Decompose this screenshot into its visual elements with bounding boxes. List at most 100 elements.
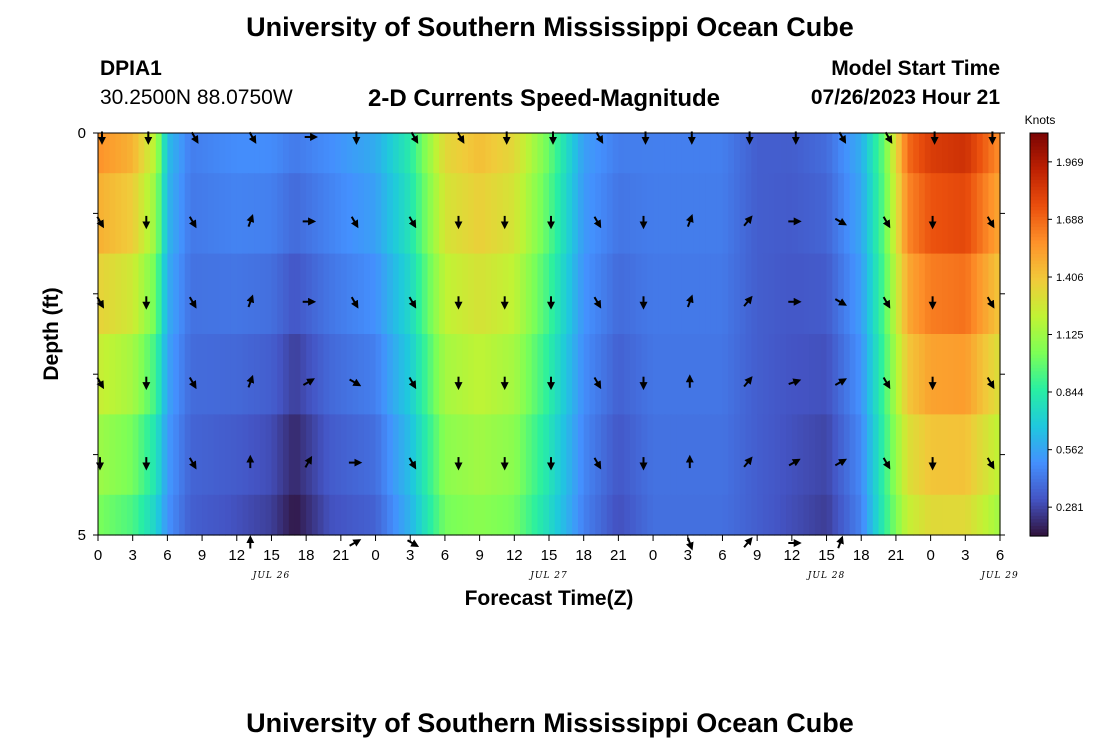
heat-cell	[543, 414, 550, 496]
heat-cell	[439, 173, 446, 255]
heat-cell	[404, 414, 411, 496]
heat-cell	[959, 133, 966, 174]
heat-cell	[363, 414, 371, 496]
heat-cell	[901, 253, 909, 335]
heat-cell	[155, 253, 163, 335]
heat-cell	[225, 414, 232, 496]
heat-cell	[624, 494, 631, 536]
heat-cell	[173, 494, 180, 536]
current-vector	[743, 376, 753, 388]
heat-cell	[601, 414, 608, 496]
heat-cell	[126, 253, 134, 335]
heat-cell	[658, 133, 666, 174]
heat-cell	[491, 133, 498, 174]
colorbar-segment	[1030, 287, 1048, 292]
heat-cell	[520, 334, 527, 415]
current-vector	[302, 378, 315, 386]
heat-cell	[132, 253, 140, 335]
heat-cell	[294, 414, 301, 496]
heat-cell	[884, 334, 891, 415]
heat-cell	[369, 334, 377, 415]
heat-cell	[734, 133, 741, 174]
heat-cell	[427, 173, 434, 255]
heat-cell	[537, 173, 544, 255]
heat-cell	[965, 414, 972, 496]
heat-cell	[427, 334, 434, 415]
heat-cell	[433, 334, 440, 415]
heat-cell	[161, 494, 168, 536]
heat-cell	[439, 334, 446, 415]
heat-cell	[508, 253, 515, 335]
heat-cell	[826, 494, 833, 536]
heat-cell	[502, 494, 510, 536]
heat-cell	[306, 334, 313, 415]
heat-cell	[971, 133, 978, 174]
heat-cell	[681, 414, 689, 496]
heat-cell	[699, 253, 706, 335]
colorbar-segment	[1030, 388, 1048, 393]
heat-cell	[734, 414, 741, 496]
heat-cell	[762, 414, 770, 496]
heat-cell	[537, 334, 544, 415]
heat-cell	[520, 173, 527, 255]
heat-cell	[300, 494, 307, 536]
heat-cell	[416, 173, 423, 255]
heat-cell	[196, 253, 203, 335]
x-tick-label: 21	[888, 547, 905, 564]
heat-cell	[647, 133, 654, 174]
heat-cell	[982, 253, 990, 335]
heat-cell	[109, 253, 116, 335]
heat-cell	[439, 133, 446, 174]
heat-cell	[416, 133, 423, 174]
heat-cell	[705, 133, 712, 174]
heat-cell	[456, 133, 463, 174]
heat-cell	[953, 253, 961, 335]
heat-cell	[300, 133, 307, 174]
heat-cell	[947, 414, 955, 496]
x-tick-label: 0	[94, 547, 102, 564]
heat-cell	[734, 494, 741, 536]
heat-cell	[982, 414, 990, 496]
speed-heatmap	[98, 133, 1001, 536]
heat-cell	[491, 173, 498, 255]
heat-cell	[687, 414, 695, 496]
heat-cell	[699, 334, 706, 415]
colorbar-segment	[1030, 411, 1048, 416]
heat-cell	[728, 173, 735, 255]
colorbar-segment	[1030, 391, 1048, 396]
heat-cell	[739, 253, 747, 335]
heat-cell	[936, 414, 943, 496]
heat-cell	[491, 414, 498, 496]
colorbar-segment	[1030, 294, 1048, 299]
heat-cell	[577, 334, 585, 415]
heat-cell	[271, 334, 278, 415]
heat-cell	[173, 253, 180, 335]
colorbar-segment	[1030, 297, 1048, 302]
x-tick-label: 9	[198, 547, 206, 564]
heat-cell	[722, 334, 729, 415]
heat-cell	[814, 494, 822, 536]
heat-cell	[728, 133, 735, 174]
heat-cell	[340, 414, 348, 496]
heat-cell	[502, 133, 510, 174]
colorbar-segment	[1030, 210, 1048, 215]
current-vector	[788, 378, 802, 387]
heat-cell	[317, 133, 325, 174]
heat-cell	[496, 334, 504, 415]
x-tick-label: 9	[475, 547, 483, 564]
heat-cell	[560, 253, 567, 335]
heat-cell	[485, 414, 492, 496]
heat-cell	[930, 133, 937, 174]
heat-cell	[577, 494, 585, 536]
heat-cell	[982, 334, 990, 415]
heat-cell	[543, 133, 550, 174]
heat-cell	[953, 173, 961, 255]
heat-cell	[971, 334, 978, 415]
heat-cell	[676, 494, 683, 536]
heat-cell	[647, 173, 654, 255]
heat-cell	[288, 414, 296, 496]
heat-cell	[421, 494, 429, 536]
heat-cell	[271, 133, 278, 174]
colorbar-segment	[1030, 223, 1048, 228]
heat-cell	[346, 414, 354, 496]
